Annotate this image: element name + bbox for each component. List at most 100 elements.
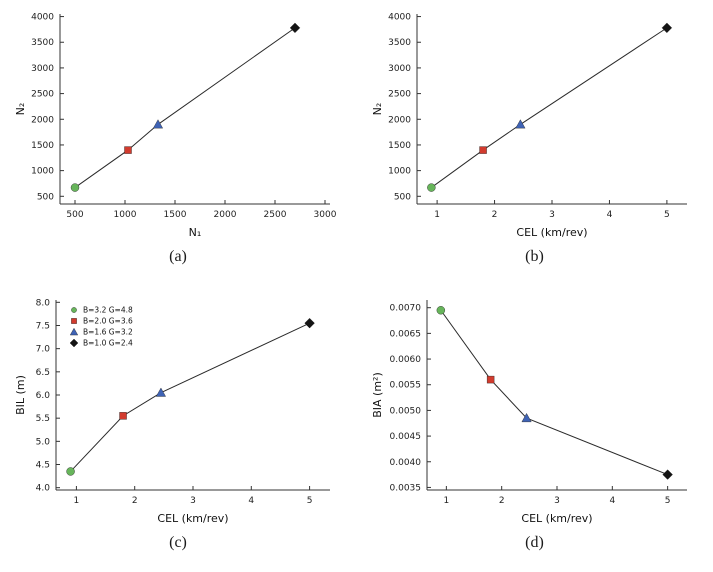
caption-c: (c)	[169, 534, 187, 551]
panel-c: 1 2 3 4 5 4.0 4.5 5.0 5.5 6.0 6.5 7.0 7.5 8.0 CEL (km/…	[0, 286, 356, 572]
y-tick-label: 4000	[31, 13, 54, 23]
y-tick-label: 1500	[388, 141, 411, 151]
x-tick-label: 3	[549, 210, 555, 220]
y-tick-label: 0.0045	[389, 432, 421, 442]
chart-c-svg: 1 2 3 4 5 4.0 4.5 5.0 5.5 6.0 6.5 7.0 7.5 8.0 CEL (km/…	[14, 298, 330, 525]
y-tick-label: 3000	[31, 64, 54, 74]
x-tick-label: 4	[606, 210, 612, 220]
x-tick-label: 4	[609, 496, 615, 506]
y-tick-label: 4000	[388, 13, 411, 23]
chart-d-svg: 1 2 3 4 5 0.0035 0.0040 0.0045 0.0050 0.0055 0.006…	[371, 300, 687, 525]
x-tick-label: 1	[434, 210, 440, 220]
y-tick-label: 0.0065	[389, 329, 421, 339]
marker-square	[124, 146, 132, 154]
chart-c: 1 2 3 4 5 4.0 4.5 5.0 5.5 6.0 6.5 7.0 7.5 8.0 CEL (km/…	[12, 290, 344, 532]
x-tick-label: 3	[190, 496, 196, 506]
x-tick-label: 1500	[164, 210, 187, 220]
x-tick-label: 3000	[314, 210, 337, 220]
y-axis-ticks: 500 1000 1500 2000 2500 3000 3500 4000	[388, 13, 421, 202]
y-tick-label: 6.0	[36, 391, 51, 401]
y-tick-label: 500	[393, 192, 410, 202]
x-tick-label: 5	[664, 210, 670, 220]
y-tick-label: 0.0035	[389, 483, 421, 493]
y-tick-label: 0.0060	[389, 355, 421, 365]
marker-triangle	[155, 387, 166, 397]
y-tick-label: 1000	[31, 167, 54, 177]
chart-a: 500 1000 1500 2000 2500 3000 500 1000 1500 2000 25…	[12, 4, 344, 246]
y-tick-label: 2000	[388, 115, 411, 125]
data-line	[430, 27, 667, 188]
data-line	[439, 309, 668, 476]
x-axis-ticks: 1 2 3 4 5	[434, 200, 670, 220]
y-axis-label: N₂	[371, 103, 384, 116]
x-tick-label: 2	[491, 210, 497, 220]
y-tick-label: 3500	[31, 38, 54, 48]
marker-circle	[436, 306, 445, 315]
chart-b-svg: 1 2 3 4 5 500 1000 1500 2000 2500 3000 3500 4000 CEL …	[371, 13, 687, 239]
y-tick-label: 7.5	[36, 321, 50, 331]
y-tick-label: 5.5	[36, 414, 50, 424]
chart-a-svg: 500 1000 1500 2000 2500 3000 500 1000 1500 2000 25…	[14, 13, 337, 239]
marker-diamond	[661, 22, 672, 34]
x-axis-label: CEL (km/rev)	[157, 512, 228, 525]
marker-triangle	[514, 119, 525, 129]
marker-square	[478, 146, 487, 154]
chart-d: 1 2 3 4 5 0.0035 0.0040 0.0045 0.0050 0.0055 0.006…	[369, 290, 701, 532]
x-axis-ticks: 1 2 3 4 5	[443, 486, 670, 506]
legend: B=3.2 G=4.8 B=2.0 G=3.6 B=1.6 G=3.2 B=1.0 G…	[69, 306, 133, 348]
x-tick-label: 5	[664, 496, 670, 506]
x-tick-label: 5	[307, 496, 313, 506]
y-tick-label: 4.0	[36, 484, 51, 494]
legend-label: B=2.0 G=3.6	[83, 317, 133, 326]
chart-b: 1 2 3 4 5 500 1000 1500 2000 2500 3000 3500 4000 CEL …	[369, 4, 701, 246]
x-axis-label: CEL (km/rev)	[516, 226, 587, 239]
data-points	[70, 22, 301, 192]
x-tick-label: 2500	[264, 210, 287, 220]
caption-d: (d)	[525, 534, 544, 551]
x-tick-label: 2	[498, 496, 504, 506]
panel-d: 1 2 3 4 5 0.0035 0.0040 0.0045 0.0050 0.0055 0.006…	[356, 286, 713, 572]
x-tick-label: 4	[248, 496, 254, 506]
marker-circle	[66, 467, 75, 476]
y-tick-label: 0.0070	[389, 304, 421, 314]
y-axis-label: BIL (m)	[14, 375, 27, 415]
y-axis-label: N₂	[14, 103, 27, 116]
y-tick-label: 7.0	[36, 345, 51, 355]
y-tick-label: 3000	[388, 64, 411, 74]
x-tick-label: 1	[443, 496, 449, 506]
x-tick-label: 1	[74, 496, 80, 506]
marker-circle	[71, 307, 77, 313]
y-tick-label: 6.5	[36, 368, 50, 378]
marker-triangle	[69, 327, 79, 336]
marker-diamond	[69, 338, 79, 348]
y-tick-label: 0.0055	[389, 381, 421, 391]
y-tick-label: 3500	[388, 38, 411, 48]
data-line	[70, 322, 310, 472]
caption-a: (a)	[169, 248, 187, 265]
x-axis-label: CEL (km/rev)	[521, 512, 592, 525]
x-tick-label: 500	[66, 210, 83, 220]
x-axis-ticks: 1 2 3 4 5	[74, 486, 313, 506]
marker-diamond	[661, 469, 673, 480]
marker-diamond	[304, 317, 315, 329]
x-tick-label: 2000	[214, 210, 237, 220]
data-line	[74, 27, 296, 188]
marker-diamond	[289, 22, 301, 34]
y-tick-label: 4.5	[36, 461, 50, 471]
x-tick-label: 3	[554, 496, 560, 506]
caption-b: (b)	[525, 248, 544, 265]
y-tick-label: 8.0	[36, 298, 51, 308]
y-axis-label: BIA (m²)	[371, 372, 384, 418]
y-tick-label: 500	[37, 192, 54, 202]
marker-triangle	[521, 412, 532, 423]
y-tick-label: 2500	[31, 90, 54, 100]
x-axis-label: N₁	[189, 226, 202, 239]
marker-square	[486, 375, 494, 384]
y-tick-label: 1500	[31, 141, 54, 151]
x-axis-ticks: 500 1000 1500 2000 2500 3000	[66, 200, 337, 220]
marker-circle	[70, 183, 80, 192]
y-axis-ticks: 500 1000 1500 2000 2500 3000 3500 4000	[31, 13, 64, 202]
data-points	[436, 306, 673, 480]
y-tick-label: 2500	[388, 90, 411, 100]
